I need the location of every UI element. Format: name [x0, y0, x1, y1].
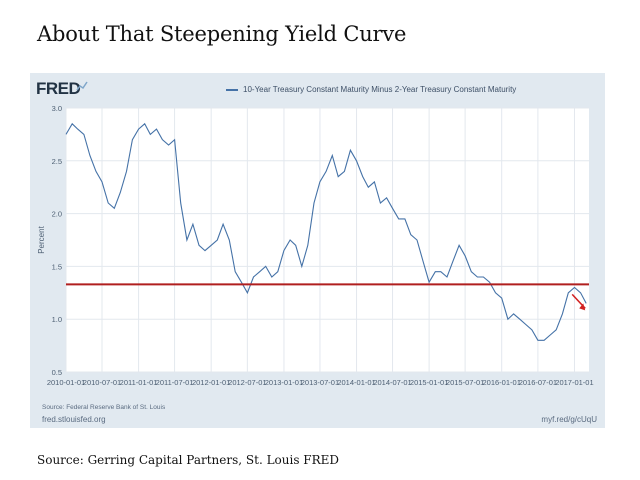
x-tick-label: 2015-01-01 [410, 378, 448, 387]
y-tick-label: 3.0 [52, 104, 62, 113]
x-tick-label: 2010-07-01 [83, 378, 121, 387]
legend-swatch [226, 88, 238, 91]
legend-label: 10-Year Treasury Constant Maturity Minus… [243, 85, 517, 94]
y-tick-label: 0.5 [52, 368, 62, 377]
x-tick-label: 2011-07-01 [156, 378, 194, 387]
y-axis-ticks: 0.5 1.0 1.5 2.0 2.5 3.0 [52, 104, 62, 377]
series-line [65, 122, 587, 341]
trend-arrow [571, 293, 586, 311]
grid-lines [65, 107, 589, 373]
arrow-head [579, 303, 586, 311]
y-tick-label: 2.0 [52, 210, 62, 219]
x-tick-label: 2014-07-01 [373, 378, 411, 387]
x-tick-label: 2013-07-01 [301, 378, 339, 387]
y-tick-label: 1.0 [52, 315, 62, 324]
x-tick-label: 2013-01-01 [265, 378, 303, 387]
x-tick-label: 2011-01-01 [120, 378, 158, 387]
x-tick-label: 2014-01-01 [337, 378, 375, 387]
plot-area [66, 108, 589, 372]
fred-chart-panel: FRED 10-Year Treasury Constant Maturity … [30, 73, 605, 428]
x-tick-label: 2012-01-01 [192, 378, 230, 387]
page-title: About That Steepening Yield Curve [37, 22, 407, 46]
x-tick-label: 2012-07-01 [228, 378, 266, 387]
image-caption: Source: Gerring Capital Partners, St. Lo… [37, 453, 340, 467]
x-tick-label: 2017-01-01 [555, 378, 593, 387]
chart-legend: 10-Year Treasury Constant Maturity Minus… [226, 85, 516, 94]
x-tick-label: 2015-07-01 [446, 378, 484, 387]
x-axis-ticks: 2010-01-012010-07-012011-01-012011-07-01… [47, 378, 594, 387]
fred-chart-icon [76, 81, 88, 91]
y-tick-label: 1.5 [52, 262, 62, 271]
site-link[interactable]: fred.stlouisfed.org [42, 415, 106, 424]
x-tick-label: 2010-01-01 [47, 378, 85, 387]
source-note: Source: Federal Reserve Bank of St. Loui… [42, 404, 166, 411]
line-chart: 0.51.01.52.02.53.0 2010-01-012010-07-012… [37, 104, 594, 387]
fred-logo: FRED [36, 79, 81, 98]
x-tick-label: 2016-01-01 [483, 378, 521, 387]
short-url-link[interactable]: myf.red/g/cUqU [541, 415, 597, 424]
y-axis-title: Percent [37, 225, 46, 253]
y-tick-label: 2.5 [52, 157, 62, 166]
x-tick-label: 2016-07-01 [519, 378, 557, 387]
